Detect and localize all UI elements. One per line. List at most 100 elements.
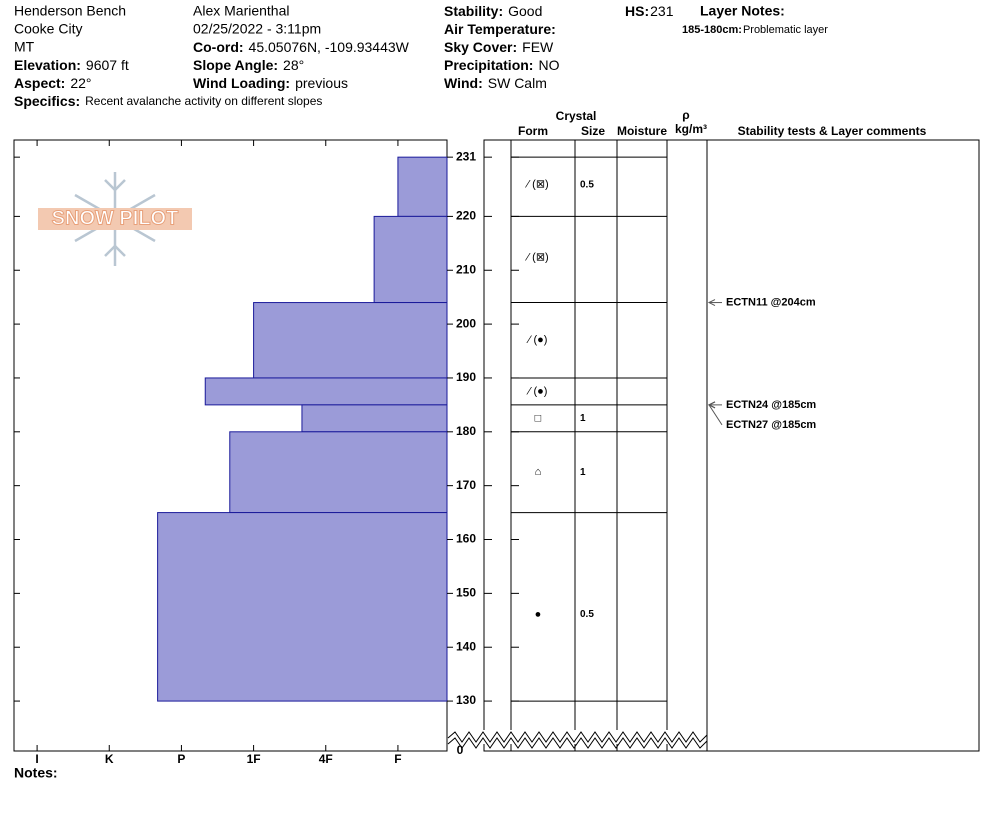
header-moisture: Moisture — [617, 124, 667, 138]
y-tick-label: 140 — [456, 639, 476, 653]
field-value: 22° — [70, 75, 91, 91]
y-tick-label: 150 — [456, 586, 476, 600]
grain-size: 0.5 — [580, 609, 594, 620]
field-value: 28° — [283, 57, 304, 73]
header-density: kg/m³ — [675, 122, 707, 136]
test-arrowhead — [707, 401, 716, 409]
header-field: Stability: Good — [444, 3, 542, 19]
header-field: Co-ord: 45.05076N, -109.93443W — [193, 39, 410, 55]
header-field: 02/25/2022 - 3:11pm — [193, 21, 321, 37]
test-arrowhead — [707, 299, 716, 307]
header-field: Specifics: Recent avalanche activity on d… — [14, 93, 322, 109]
header-field: Wind: SW Calm — [444, 75, 547, 91]
grain-size: 1 — [580, 413, 586, 424]
field-label: Elevation: — [14, 57, 81, 73]
header-comments: Stability tests & Layer comments — [738, 124, 927, 138]
x-tick-label: P — [177, 752, 185, 766]
layer-note-text: Problematic layer — [743, 24, 828, 36]
field-value: 9607 ft — [86, 57, 129, 73]
ground-tick-label: 0 — [457, 743, 464, 757]
table-frame — [483, 139, 980, 752]
test-label: ECTN27 @185cm — [726, 419, 816, 431]
hardness-bar — [157, 512, 448, 702]
logo-band — [38, 208, 192, 230]
field-label: Wind Loading: — [193, 75, 290, 91]
hardness-bar — [253, 302, 448, 379]
header-size: Size — [581, 124, 605, 138]
grain-size: 0.5 — [580, 179, 594, 190]
field-value: Recent avalanche activity on different s… — [85, 94, 322, 108]
header-field: Air Temperature: — [444, 21, 556, 37]
x-tick-label: I — [35, 752, 38, 766]
test-arrow — [708, 404, 723, 426]
y-tick-label: 180 — [456, 424, 476, 438]
field-value: 231 — [650, 3, 674, 19]
field-value: 45.05076N, -109.93443W — [249, 39, 410, 55]
field-label: Precipitation: — [444, 57, 533, 73]
field-label: Stability: — [444, 3, 503, 19]
hardness-bar — [397, 156, 448, 217]
axis-break — [447, 731, 708, 749]
header-crystal: Crystal — [556, 109, 597, 123]
header-field: Slope Angle: 28° — [193, 57, 304, 73]
grain-form: □ — [535, 412, 542, 424]
y-tick-label: 170 — [456, 478, 476, 492]
field-value: SW Calm — [488, 75, 547, 91]
header-field: Wind Loading: previous — [193, 75, 348, 91]
header-field: HS:231 — [625, 3, 674, 19]
y-tick-label: 190 — [456, 370, 476, 384]
field-label: Wind: — [444, 75, 483, 91]
field-label: Sky Cover: — [444, 39, 517, 55]
grain-size: 1 — [580, 467, 586, 478]
y-tick-label: 210 — [456, 262, 476, 276]
y-tick-label: 200 — [456, 316, 476, 330]
x-tick-label: F — [394, 752, 401, 766]
grain-form: ⁄ (●) — [526, 334, 548, 346]
field-value: FEW — [522, 39, 554, 55]
hardness-bar — [204, 377, 448, 406]
hardness-bar — [373, 215, 448, 304]
logo: SNOW PILOT — [52, 207, 179, 229]
x-tick-label: 4F — [319, 752, 333, 766]
test-label: ECTN24 @185cm — [726, 399, 816, 411]
hardness-bar — [301, 404, 448, 433]
header-field: Aspect: 22° — [14, 75, 92, 91]
header-form: Form — [518, 124, 548, 138]
y-tick-label: 130 — [456, 693, 476, 707]
grain-form: ⌂ — [535, 466, 542, 478]
field-label: HS: — [625, 3, 649, 19]
grain-form: ⁄ (●) — [526, 385, 548, 397]
field-label: Slope Angle: — [193, 57, 278, 73]
hardness-bar — [229, 431, 448, 514]
grain-form: ⁄ (⊠) — [524, 179, 548, 191]
field-label: Specifics: — [14, 93, 80, 109]
test-label: ECTN11 @204cm — [726, 296, 816, 308]
field-label: Air Temperature: — [444, 21, 556, 37]
layer-note-range: 185-180cm: — [682, 24, 742, 36]
notes-label: Notes: — [14, 765, 58, 781]
header-field: Sky Cover: FEW — [444, 39, 554, 55]
header-field: Alex Marienthal — [193, 3, 290, 19]
field-value: previous — [295, 75, 348, 91]
grain-form: ● — [535, 608, 542, 620]
header-field: Henderson Bench — [14, 3, 126, 19]
field-label: Co-ord: — [193, 39, 244, 55]
layer-note: 185-180cm:Problematic layer — [682, 24, 828, 36]
header-field: Elevation: 9607 ft — [14, 57, 129, 73]
x-tick-label: 1F — [247, 752, 261, 766]
header-field: MT — [14, 39, 35, 55]
x-tick-label: K — [105, 752, 114, 766]
layer-notes-label: Layer Notes: — [700, 3, 785, 19]
field-value: Good — [508, 3, 542, 19]
grain-form: ⁄ (⊠) — [524, 251, 548, 263]
y-tick-label: 220 — [456, 209, 476, 223]
field-label: Aspect: — [14, 75, 65, 91]
y-tick-label: 231 — [456, 149, 476, 163]
header-field: Cooke City — [14, 21, 82, 37]
header-field: Precipitation: NO — [444, 57, 560, 73]
table-columns — [510, 140, 708, 751]
field-value: NO — [538, 57, 559, 73]
y-tick-label: 160 — [456, 532, 476, 546]
